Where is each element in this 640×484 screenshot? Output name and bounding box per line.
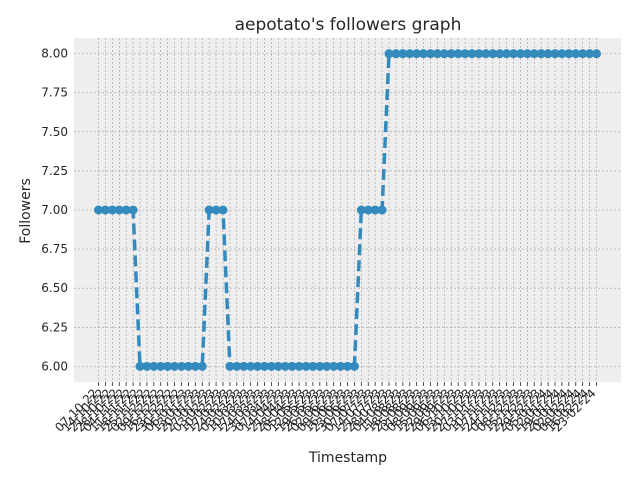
data-point xyxy=(336,361,346,371)
data-point xyxy=(571,49,581,59)
data-point xyxy=(585,49,595,59)
data-point xyxy=(356,205,366,215)
data-point xyxy=(253,361,263,371)
data-point xyxy=(308,361,318,371)
data-point xyxy=(142,361,152,371)
data-point xyxy=(239,361,249,371)
data-point xyxy=(377,205,387,215)
data-point xyxy=(294,361,304,371)
y-axis-ticks: 6.00 6.25 6.50 6.75 7.00 7.25 7.50 7.75 8.00 xyxy=(41,47,68,374)
x-axis-ticks: 07-10-2214-10-2221-10-2228-10-2204-11-22… xyxy=(52,382,599,435)
y-tick-label: 7.00 xyxy=(41,203,68,217)
data-point xyxy=(315,361,325,371)
data-point xyxy=(135,361,145,371)
data-point xyxy=(488,49,498,59)
data-point xyxy=(474,49,484,59)
data-point xyxy=(183,361,193,371)
data-point xyxy=(329,361,339,371)
data-point xyxy=(190,361,200,371)
data-point xyxy=(419,49,429,59)
data-point xyxy=(232,361,242,371)
data-point xyxy=(536,49,546,59)
data-point xyxy=(128,205,138,215)
y-tick-label: 6.75 xyxy=(41,242,68,256)
data-point xyxy=(592,49,601,59)
data-point xyxy=(564,49,574,59)
data-point xyxy=(509,49,518,59)
data-point xyxy=(426,49,435,59)
series-followers xyxy=(94,49,601,371)
data-point xyxy=(432,49,442,59)
data-point xyxy=(398,49,408,59)
data-point xyxy=(204,205,214,215)
data-point xyxy=(266,361,276,371)
data-point xyxy=(502,49,512,59)
y-tick-label: 8.00 xyxy=(41,47,68,61)
data-point xyxy=(391,49,401,59)
data-point xyxy=(225,361,235,371)
data-point xyxy=(522,49,532,59)
data-point xyxy=(287,361,297,371)
data-point xyxy=(94,205,103,215)
x-axis-label: Timestamp xyxy=(308,450,387,466)
data-point xyxy=(578,49,588,59)
data-point xyxy=(343,361,352,371)
y-tick-label: 7.50 xyxy=(41,125,68,139)
y-tick-label: 7.75 xyxy=(41,86,68,100)
data-point xyxy=(246,361,256,371)
data-point xyxy=(481,49,491,59)
data-point xyxy=(322,361,332,371)
data-point xyxy=(260,361,269,371)
data-point xyxy=(177,361,186,371)
data-point xyxy=(557,49,567,59)
data-point xyxy=(460,49,470,59)
data-point xyxy=(543,49,553,59)
chart-title: aepotato's followers graph xyxy=(235,15,462,35)
data-point xyxy=(114,205,124,215)
data-point xyxy=(453,49,463,59)
data-point xyxy=(107,205,117,215)
y-tick-label: 7.25 xyxy=(41,164,68,178)
data-point xyxy=(349,361,359,371)
data-point xyxy=(384,49,394,59)
data-point xyxy=(163,361,173,371)
data-point xyxy=(170,361,180,371)
data-point xyxy=(467,49,477,59)
data-point xyxy=(211,205,221,215)
data-point xyxy=(495,49,505,59)
data-point xyxy=(218,205,228,215)
y-tick-label: 6.25 xyxy=(41,320,68,334)
data-point xyxy=(100,205,110,215)
data-point xyxy=(405,49,415,59)
data-point xyxy=(149,361,159,371)
data-point xyxy=(529,49,539,59)
data-point xyxy=(273,361,283,371)
data-point xyxy=(280,361,290,371)
data-point xyxy=(301,361,311,371)
data-point xyxy=(363,205,373,215)
data-point xyxy=(446,49,456,59)
y-axis-label: Followers xyxy=(18,178,34,244)
data-point xyxy=(412,49,422,59)
data-point xyxy=(439,49,449,59)
grid-lines xyxy=(74,38,621,382)
y-tick-label: 6.00 xyxy=(41,359,68,373)
data-point xyxy=(156,361,166,371)
data-point xyxy=(370,205,380,215)
data-point xyxy=(515,49,525,59)
data-point xyxy=(121,205,131,215)
data-point xyxy=(197,361,207,371)
y-tick-label: 6.50 xyxy=(41,281,68,295)
data-point xyxy=(550,49,560,59)
